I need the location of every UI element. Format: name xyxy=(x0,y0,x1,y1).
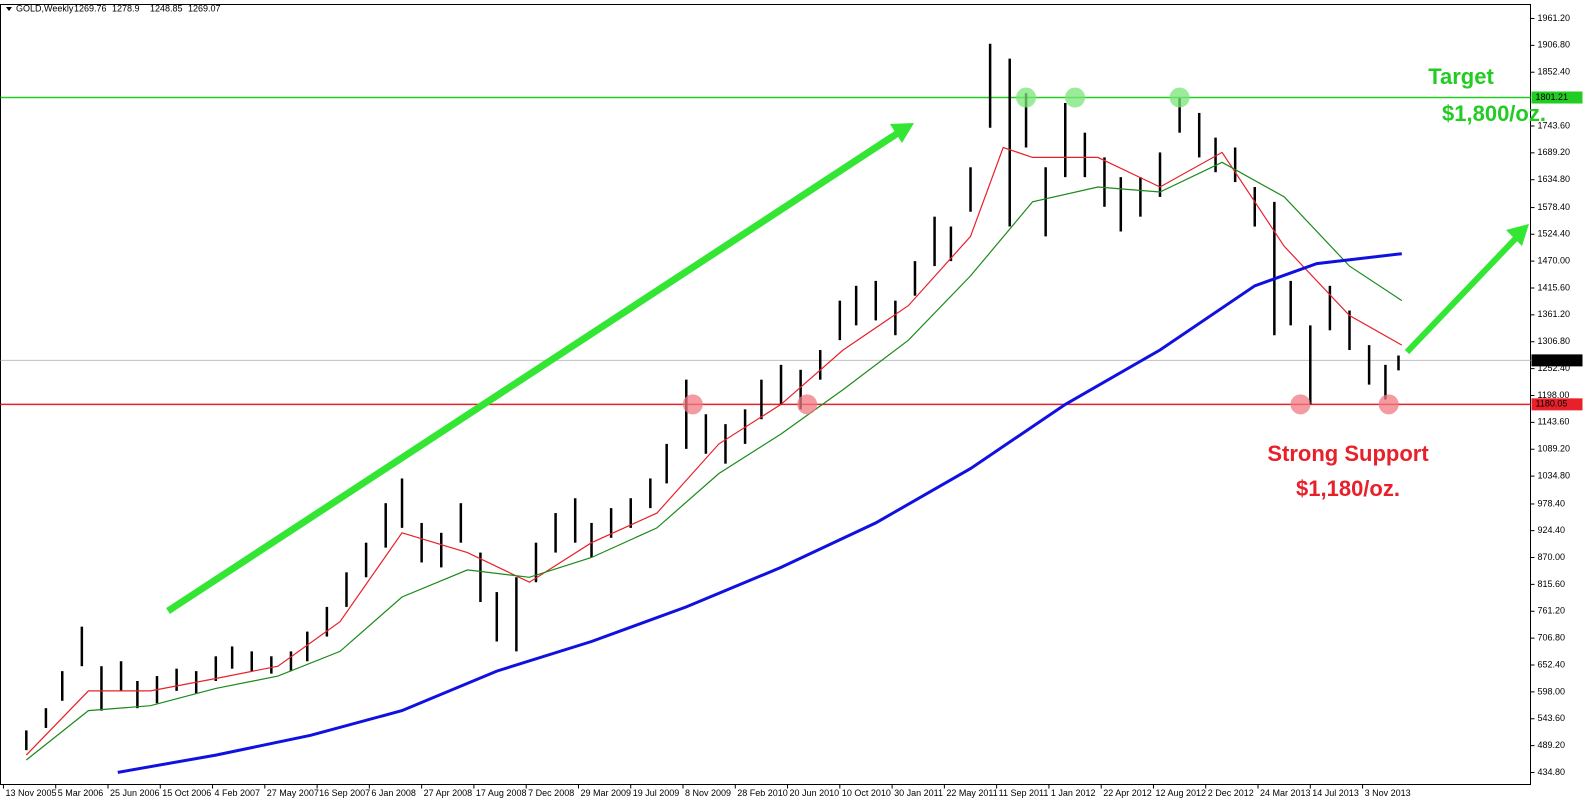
y-tick-label: 543.60 xyxy=(1538,713,1566,723)
level-label: 1180.05 xyxy=(1536,399,1568,409)
x-tick-label: 5 Mar 2006 xyxy=(58,788,104,798)
x-tick-label: 12 Aug 2012 xyxy=(1155,788,1206,798)
x-tick-label: 4 Feb 2007 xyxy=(215,788,261,798)
touch-marker xyxy=(1378,394,1399,415)
x-tick-label: 3 Nov 2013 xyxy=(1365,788,1411,798)
level-label-box xyxy=(1531,398,1583,411)
layer-lines xyxy=(0,96,1531,406)
ohlc-value: 1248.85 xyxy=(150,3,183,13)
x-tick-label: 14 Jul 2013 xyxy=(1312,788,1359,798)
support-label: Strong Support xyxy=(1267,441,1429,466)
x-tick-label: 27 Apr 2008 xyxy=(424,788,473,798)
y-tick-label: 1198.00 xyxy=(1538,390,1570,400)
y-tick-label: 870.00 xyxy=(1538,552,1566,562)
x-tick-label: 13 Nov 2005 xyxy=(5,788,56,798)
touch-marker xyxy=(797,394,818,415)
x-tick-label: 25 Jun 2006 xyxy=(110,788,160,798)
level-label: 1801.21 xyxy=(1536,92,1569,102)
x-tick-label: 7 Dec 2008 xyxy=(528,788,574,798)
y-tick-label: 1143.60 xyxy=(1538,417,1570,427)
x-tick-label: 30 Jan 2011 xyxy=(894,788,943,798)
forecast-arrow xyxy=(1404,233,1521,355)
moving-average xyxy=(25,161,1403,761)
y-tick-label: 1306.80 xyxy=(1538,336,1571,346)
y-tick-label: 1034.80 xyxy=(1538,470,1571,480)
y-tick-label: 1852.40 xyxy=(1538,67,1571,77)
layer-axes: 1961.20 1906.80 1852.40 1743.60 1689.20 1634.… xyxy=(2,13,1583,798)
level-label-box xyxy=(1531,354,1583,367)
ohlc-value: 1278.9 xyxy=(112,3,140,13)
y-tick-label: 706.80 xyxy=(1538,633,1566,643)
touch-marker xyxy=(682,394,703,415)
touch-marker xyxy=(1169,87,1190,108)
y-tick-label: 761.20 xyxy=(1538,606,1566,616)
y-tick-label: 598.00 xyxy=(1538,686,1566,696)
plot-frame xyxy=(0,4,1531,785)
y-tick-label: 1415.60 xyxy=(1538,282,1571,292)
x-tick-label: 6 Jan 2008 xyxy=(371,788,416,798)
ohlc-value: 1269.76 xyxy=(74,3,107,13)
trend-arrow-head xyxy=(890,123,914,143)
x-tick-label: 17 Aug 2008 xyxy=(476,788,527,798)
layer-markers xyxy=(682,87,1399,415)
x-tick-label: 24 Mar 2013 xyxy=(1260,788,1311,798)
y-tick-label: 1689.20 xyxy=(1538,147,1571,157)
y-tick-label: 1524.40 xyxy=(1538,229,1571,239)
x-tick-label: 22 May 2011 xyxy=(946,788,997,798)
y-tick-label: 652.40 xyxy=(1538,659,1566,669)
ohlc-value: 1269.07 xyxy=(188,3,221,13)
target-label: Target xyxy=(1428,64,1494,89)
menu-triangle xyxy=(6,7,12,11)
target-price: $1,800/oz. xyxy=(1442,101,1546,126)
y-tick-label: 434.80 xyxy=(1538,767,1566,777)
y-tick-label: 1961.20 xyxy=(1538,13,1571,23)
x-tick-label: 16 Sep 2007 xyxy=(319,788,370,798)
layer-moving-averages xyxy=(25,146,1403,774)
level-label: 1269.07 xyxy=(1536,355,1569,365)
x-tick-label: 22 Apr 2012 xyxy=(1103,788,1152,798)
x-tick-label: 8 Nov 2009 xyxy=(685,788,731,798)
x-tick-label: 20 Jun 2010 xyxy=(790,788,840,798)
y-tick-label: 1906.80 xyxy=(1538,40,1571,50)
support-price: $1,180/oz. xyxy=(1296,476,1400,501)
x-tick-label: 19 Jul 2009 xyxy=(633,788,680,798)
x-tick-label: 11 Sep 2011 xyxy=(999,788,1049,798)
touch-marker xyxy=(1065,87,1086,108)
y-tick-label: 978.40 xyxy=(1538,498,1566,508)
forecast-arrow-head xyxy=(1506,224,1529,246)
moving-average xyxy=(117,252,1402,774)
y-tick-label: 1743.60 xyxy=(1538,120,1571,130)
level-label-box xyxy=(1531,91,1583,104)
x-tick-label: 1 Jan 2012 xyxy=(1051,788,1096,798)
x-tick-label: 10 Oct 2010 xyxy=(842,788,891,798)
y-tick-label: 924.40 xyxy=(1538,525,1566,535)
y-tick-label: 1361.20 xyxy=(1538,309,1571,319)
y-tick-label: 1470.00 xyxy=(1538,255,1571,265)
ohlc-header: 1269.76 1278.9 1248.85 1269.07 xyxy=(74,3,221,13)
x-tick-label: 28 Feb 2010 xyxy=(737,788,788,798)
trend-arrow xyxy=(166,130,900,614)
touch-marker xyxy=(1290,394,1311,415)
touch-marker xyxy=(1016,87,1037,108)
y-tick-label: 1089.20 xyxy=(1538,444,1571,454)
y-tick-label: 1252.40 xyxy=(1538,363,1571,373)
y-tick-label: 489.20 xyxy=(1538,740,1566,750)
x-tick-label: 2 Dec 2012 xyxy=(1208,788,1254,798)
y-tick-label: 1578.40 xyxy=(1538,202,1571,212)
x-tick-label: 15 Oct 2006 xyxy=(162,788,211,798)
y-tick-label: 815.60 xyxy=(1538,579,1566,589)
layer-bars xyxy=(25,43,1400,751)
symbol-label: GOLD,Weekly xyxy=(16,3,74,13)
moving-average xyxy=(25,146,1403,756)
x-tick-label: 29 Mar 2009 xyxy=(580,788,631,798)
y-tick-label: 1634.80 xyxy=(1538,174,1571,184)
x-tick-label: 27 May 2007 xyxy=(267,788,319,798)
